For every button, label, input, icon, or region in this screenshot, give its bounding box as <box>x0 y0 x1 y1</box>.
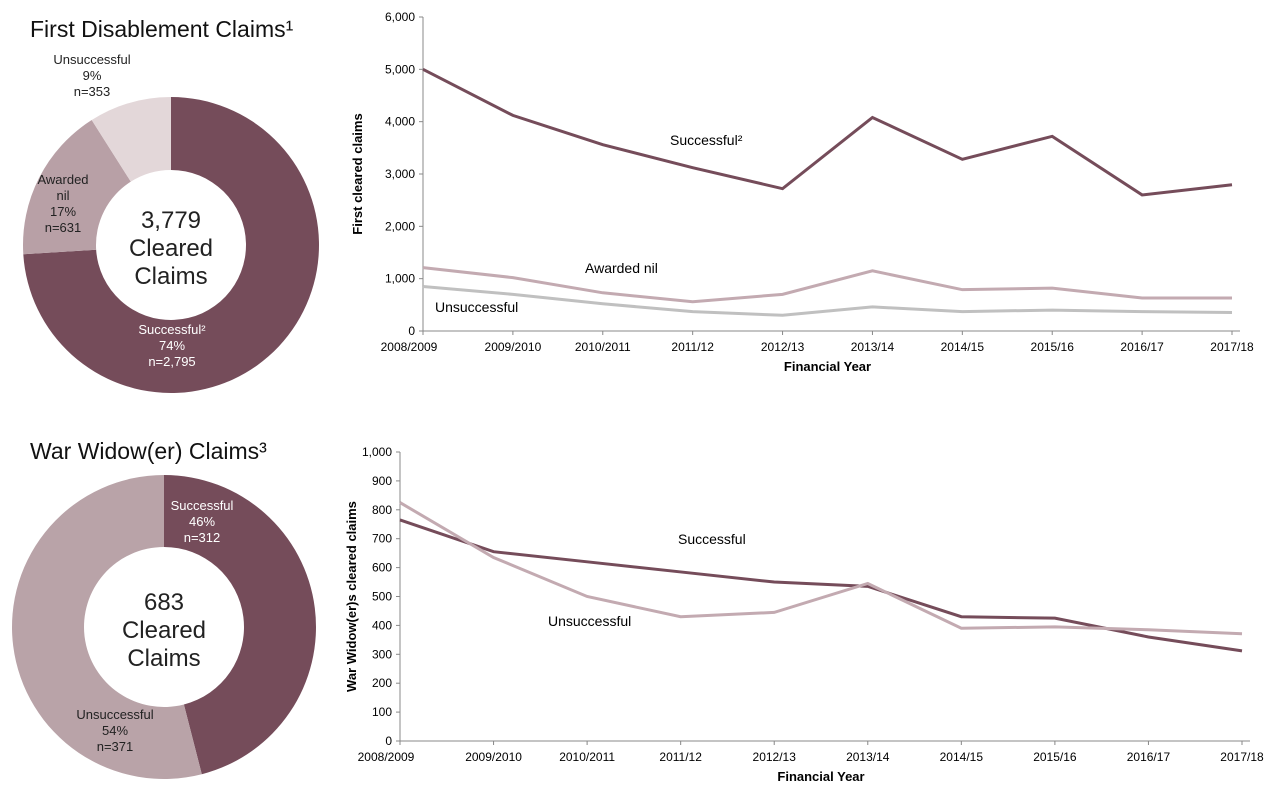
x-tick-label: 2012/13 <box>753 750 797 764</box>
donut-title: First Disablement Claims¹ <box>30 16 294 42</box>
series-line <box>399 518 1243 653</box>
x-axis-label: Financial Year <box>777 769 864 784</box>
slice-count: n=631 <box>44 220 82 235</box>
x-tick-label: 2017/18 <box>1220 750 1264 764</box>
y-tick-label: 400 <box>372 618 392 632</box>
series-label: Successful <box>678 531 746 547</box>
y-tick-label: 800 <box>372 503 392 517</box>
y-tick-label: 600 <box>372 561 392 575</box>
x-tick-label: 2008/2009 <box>381 340 438 354</box>
slice-name: Unsuccessful <box>53 52 131 67</box>
slice-name: Unsuccessful <box>76 707 154 722</box>
slice-percent: 74% <box>158 338 186 353</box>
y-tick-label: 1,000 <box>385 272 415 286</box>
donut-slice <box>23 97 320 393</box>
y-tick-label: 1,000 <box>362 445 392 459</box>
y-tick-label: 0 <box>385 734 392 748</box>
y-tick-label: 300 <box>372 647 392 661</box>
center-text: Claims <box>127 645 201 672</box>
center-text: Cleared <box>128 235 214 262</box>
x-tick-label: 2009/2010 <box>485 340 542 354</box>
x-tick-label: 2009/2010 <box>465 750 522 764</box>
slice-label: Successful 46% n=312 <box>152 498 252 546</box>
y-tick-label: 900 <box>372 474 392 488</box>
y-tick-label: 100 <box>372 705 392 719</box>
y-tick-label: 500 <box>372 590 392 604</box>
y-tick-label: 4,000 <box>385 115 415 129</box>
slice-count: n=312 <box>183 530 221 545</box>
slice-count: n=371 <box>96 739 134 754</box>
donut-center: 3,779 Cleared Claims <box>129 207 213 291</box>
center-text: Claims <box>134 263 208 290</box>
y-axis-label: First cleared claims <box>350 113 365 234</box>
x-tick-label: 2016/17 <box>1127 750 1171 764</box>
slice-label: Successful² 74% n=2,795 <box>112 322 232 370</box>
slice-label: Awarded nil 17% n=631 <box>33 172 93 236</box>
x-tick-label: 2013/14 <box>851 340 895 354</box>
total-value: 683 <box>143 589 185 616</box>
x-tick-label: 2014/15 <box>940 750 984 764</box>
x-tick-label: 2010/2011 <box>559 750 615 764</box>
y-tick-label: 2,000 <box>385 219 415 233</box>
slice-percent: 54% <box>101 723 129 738</box>
total-value: 3,779 <box>140 207 202 234</box>
y-tick-label: 3,000 <box>385 167 415 181</box>
donut-center: 683 Cleared Claims <box>122 589 206 673</box>
donut-slice <box>22 120 131 255</box>
donut-slice <box>164 475 317 775</box>
series-line <box>399 501 1243 636</box>
slice-count: n=2,795 <box>148 354 196 369</box>
y-tick-label: 0 <box>408 324 415 338</box>
slice-percent: 9% <box>82 68 102 83</box>
series-label: Successful² <box>670 132 743 148</box>
x-tick-label: 2016/17 <box>1120 340 1164 354</box>
x-tick-label: 2017/18 <box>1210 340 1254 354</box>
slice-label: Unsuccessful 54% n=371 <box>55 707 175 755</box>
series-label: Unsuccessful <box>548 613 631 629</box>
x-tick-label: 2010/2011 <box>575 340 631 354</box>
slice-label: Unsuccessful 9% n=353 <box>37 52 147 100</box>
x-tick-label: 2011/12 <box>659 750 702 764</box>
series-label: Awarded nil <box>585 260 658 276</box>
x-tick-label: 2013/14 <box>846 750 890 764</box>
donut-title: War Widow(er) Claims³ <box>30 438 267 464</box>
series-line <box>422 266 1233 304</box>
series-line <box>422 285 1233 317</box>
x-tick-label: 2014/15 <box>941 340 985 354</box>
y-tick-label: 5,000 <box>385 62 415 76</box>
x-axis-label: Financial Year <box>784 359 871 374</box>
center-text: Cleared <box>121 617 207 644</box>
slice-name: Successful <box>170 498 234 513</box>
donut-slice <box>91 97 171 182</box>
x-tick-label: 2008/2009 <box>358 750 415 764</box>
y-tick-label: 200 <box>372 676 392 690</box>
slice-percent: 17% <box>49 204 77 219</box>
slice-count: n=353 <box>73 84 111 99</box>
slice-percent: 46% <box>188 514 216 529</box>
slice-name: Successful² <box>138 322 206 337</box>
x-tick-label: 2012/13 <box>761 340 805 354</box>
series-line <box>422 67 1233 197</box>
y-axis-label: War Widow(er)s cleared claims <box>344 501 359 692</box>
y-tick-label: 700 <box>372 532 392 546</box>
x-tick-label: 2011/12 <box>671 340 714 354</box>
x-tick-label: 2015/16 <box>1033 750 1077 764</box>
series-label: Unsuccessful <box>435 299 518 315</box>
y-tick-label: 6,000 <box>385 10 415 24</box>
slice-name: Awarded nil <box>37 172 89 203</box>
x-tick-label: 2015/16 <box>1031 340 1075 354</box>
donut-slice <box>12 475 202 779</box>
